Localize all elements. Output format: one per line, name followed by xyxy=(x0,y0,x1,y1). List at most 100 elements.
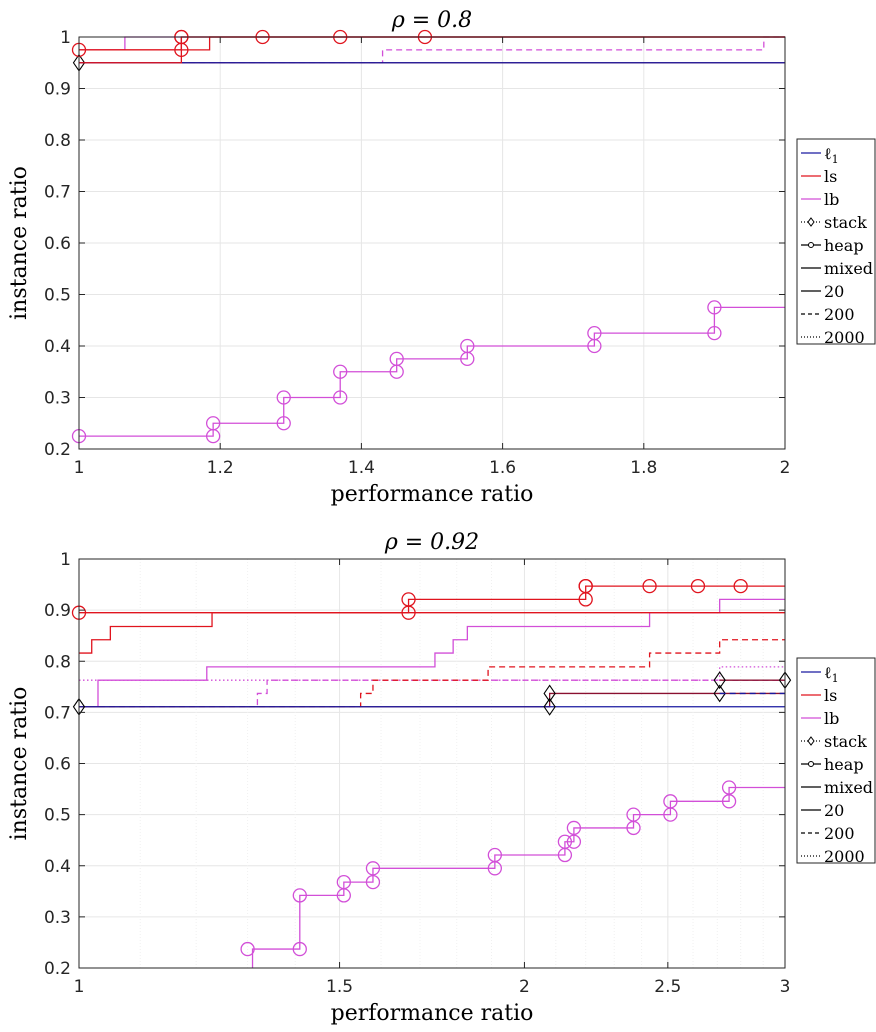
series-marker xyxy=(389,351,404,367)
series-marker xyxy=(333,364,348,379)
legend-marker xyxy=(808,242,814,248)
series-line-3 xyxy=(79,666,785,681)
y-tick-label: 0.3 xyxy=(44,389,71,409)
y-tick-label: 1 xyxy=(60,550,71,570)
series-marker xyxy=(713,684,726,703)
series-marker xyxy=(333,390,348,405)
series-marker xyxy=(733,578,748,594)
legend-label: 2000 xyxy=(824,328,865,347)
chart-title: ρ = 0.92 xyxy=(384,530,479,555)
y-tick-label: 0.9 xyxy=(44,601,71,621)
series-marker xyxy=(721,794,737,809)
y-tick-label: 0.6 xyxy=(44,755,71,775)
x-tick-label: 1.5 xyxy=(326,977,353,997)
series-marker xyxy=(487,847,502,863)
legend-label-sub: 1 xyxy=(832,153,839,166)
legend-label: stack xyxy=(824,213,867,232)
legend-label: lb xyxy=(824,190,839,209)
legend-marker xyxy=(807,217,815,227)
series-marker xyxy=(587,325,602,341)
legend-marker xyxy=(807,736,815,746)
y-tick-label: 0.4 xyxy=(44,337,71,357)
series-marker xyxy=(713,671,726,690)
legend-label: ls xyxy=(824,686,837,705)
x-tick-label: 1.4 xyxy=(348,458,375,478)
legend-box xyxy=(796,657,876,864)
series-marker xyxy=(578,578,593,594)
y-tick-label: 0.5 xyxy=(44,286,71,306)
series-marker xyxy=(566,834,582,849)
x-tick-label: 3 xyxy=(780,977,791,997)
y-tick-label: 0.7 xyxy=(44,183,71,203)
series-marker xyxy=(276,416,291,431)
series-marker xyxy=(566,820,582,836)
legend-label: 2000 xyxy=(824,847,865,866)
legend-label: stack xyxy=(824,732,867,751)
series-marker xyxy=(690,578,706,594)
series-marker xyxy=(543,697,556,716)
series-marker xyxy=(240,941,255,957)
x-tick-label: 2 xyxy=(519,977,530,997)
chart-title: ρ = 0.8 xyxy=(391,8,472,33)
x-axis-label: performance ratio xyxy=(331,1001,534,1026)
series-marker xyxy=(205,416,221,431)
legend-label: mixed xyxy=(824,778,873,797)
legend-label: mixed xyxy=(824,259,873,278)
x-tick-label: 1.8 xyxy=(630,458,657,478)
series-group xyxy=(71,578,792,968)
series-marker xyxy=(626,807,641,822)
x-axis-label: performance ratio xyxy=(331,482,534,507)
legend-label: ls xyxy=(824,167,837,186)
y-tick-label: 1 xyxy=(60,28,71,48)
y-tick-label: 0.2 xyxy=(44,440,71,460)
y-tick-label: 0.3 xyxy=(44,908,71,928)
y-tick-label: 0.8 xyxy=(44,131,71,151)
x-tick-label: 2.5 xyxy=(654,977,681,997)
series-marker xyxy=(276,390,291,405)
y-axis-label: instance ratio xyxy=(7,166,32,320)
series-marker xyxy=(401,592,416,607)
series-line-2 xyxy=(79,679,785,708)
legend-label: 20 xyxy=(824,801,844,820)
x-tick-label: 1.2 xyxy=(207,458,234,478)
legend-label: lb xyxy=(824,709,839,728)
y-axis-label: instance ratio xyxy=(7,687,32,841)
series-marker xyxy=(336,874,351,890)
series-line-10 xyxy=(79,585,785,614)
series-marker xyxy=(292,888,307,903)
series-marker xyxy=(707,325,722,341)
legend-label: heap xyxy=(824,236,864,255)
chart-rho-0-8: 1 1.2 1.4 1.6 1.8 2 0.2 0.3 0.4 0.5 0.6 0.7 0.8 0.9 1 ρ… xyxy=(7,8,876,507)
series-marker xyxy=(292,941,307,957)
series-marker xyxy=(707,300,722,315)
series-marker xyxy=(460,338,475,354)
series-line-9 xyxy=(79,612,785,654)
series-marker xyxy=(365,874,381,890)
legend-label: 200 xyxy=(824,824,855,843)
legend-box xyxy=(796,138,876,345)
y-tick-label: 0.7 xyxy=(44,703,71,723)
series-marker xyxy=(543,684,556,703)
series-marker xyxy=(642,578,657,594)
legend-label-sub: 1 xyxy=(832,672,839,685)
y-tick-label: 0.6 xyxy=(44,234,71,254)
ticks: 1 1.2 1.4 1.6 1.8 2 0.2 0.3 0.4 0.5 0.6 0.7 0.8 0.9 1 xyxy=(44,28,790,478)
y-tick-label: 0.2 xyxy=(44,959,71,979)
series-marker xyxy=(365,861,381,876)
series-line-4 xyxy=(79,639,785,708)
y-tick-label: 0.5 xyxy=(44,806,71,826)
series-marker xyxy=(557,834,573,849)
ticks: 1 1.5 2 2.5 3 0.2 0.3 0.4 0.5 0.6 0.7 0.8 0.9 1 xyxy=(44,550,790,997)
legend-label: 200 xyxy=(824,305,855,324)
series-marker xyxy=(663,794,678,809)
legend-label: 20 xyxy=(824,282,844,301)
y-tick-label: 0.8 xyxy=(44,652,71,672)
chart-rho-0-92: 1 1.5 2 2.5 3 0.2 0.3 0.4 0.5 0.6 0.7 0.8 0.9 1 ρ = 0.… xyxy=(7,530,876,1026)
x-tick-label: 1 xyxy=(74,458,85,478)
x-tick-label: 1.6 xyxy=(489,458,516,478)
y-tick-label: 0.4 xyxy=(44,857,71,877)
legend-marker xyxy=(808,761,814,767)
